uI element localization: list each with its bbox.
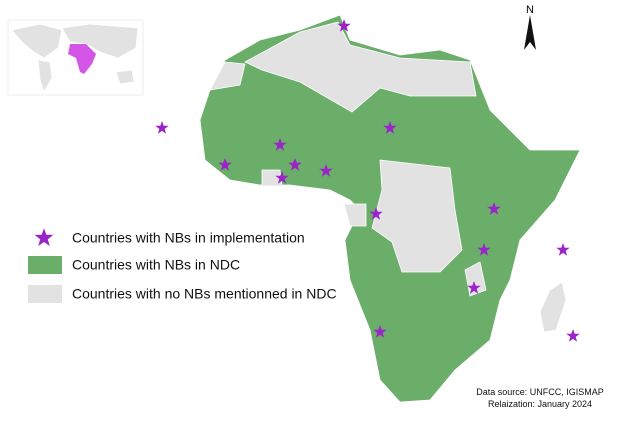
legend-label: Countries with NBs in implementation: [72, 230, 305, 246]
legend-swatch: [28, 256, 62, 274]
source-line: Data source: UNFCC, IGISMAP: [476, 387, 604, 397]
legend: Countries with NBs in implementation Cou…: [28, 228, 337, 303]
legend-star: [34, 228, 54, 246]
africa: N: [199, 4, 581, 403]
legend-label: Countries with no NBs mentionned in NDC: [72, 286, 337, 302]
north-label: N: [526, 4, 534, 16]
legend-label: Countries with NBs in NDC: [72, 257, 240, 273]
inset-world-map: [7, 19, 144, 96]
legend-swatch: [28, 285, 62, 303]
north-arrow: [524, 15, 536, 50]
inset-africa: [68, 44, 96, 74]
source-line: Relaization: January 2024: [488, 399, 592, 409]
